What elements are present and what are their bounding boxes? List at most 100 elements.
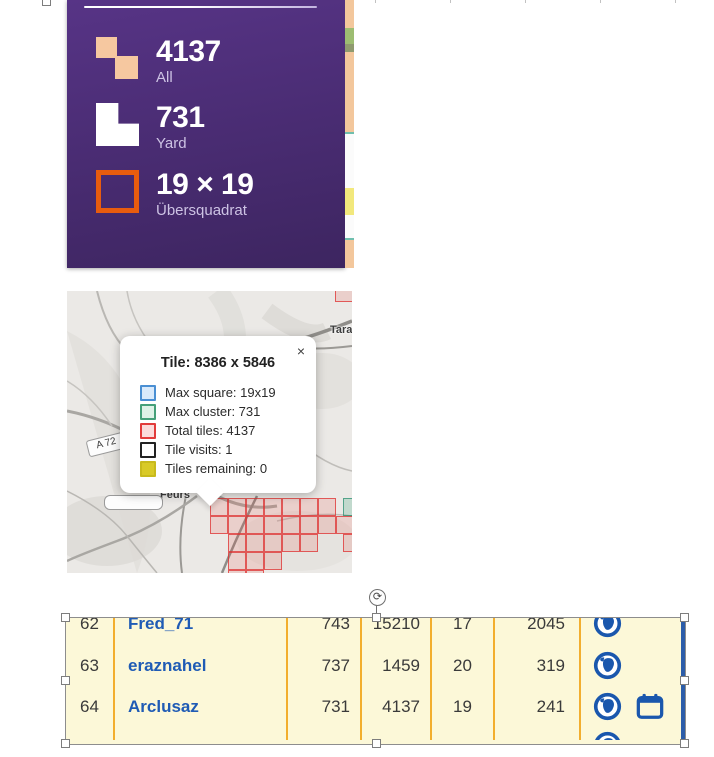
map-tile	[300, 516, 318, 534]
legend-item-max-square: Max square: 19x19	[140, 383, 316, 402]
stat-all-value: 4137	[156, 35, 221, 68]
map-tile	[264, 516, 282, 534]
map-tile	[228, 498, 246, 516]
value-cell: 743	[288, 618, 362, 645]
ruler-tick	[525, 0, 526, 3]
map-tile	[282, 498, 300, 516]
map-sliver	[345, 0, 354, 268]
map-tile	[343, 534, 352, 552]
value-cell: 1459	[362, 645, 432, 686]
rank-cell: 64	[66, 686, 115, 727]
road-badge-blank	[104, 495, 163, 510]
value-cell: 20	[432, 645, 495, 686]
map-tile	[282, 534, 300, 552]
leaderboard-table[interactable]: 62 Fred_71 743 15210 17 2045	[65, 617, 686, 745]
map-tile	[318, 516, 336, 534]
stat-yard: 731 Yard	[96, 103, 205, 153]
map-tile	[318, 498, 336, 516]
town-label-tarare: Tarare	[330, 324, 352, 336]
stat-ubersquadrat: 19 × 19 Übersquadrat	[96, 168, 254, 220]
legend-item-tile-visits: Tile visits: 1	[140, 440, 316, 459]
legend-item-total-tiles: Total tiles: 4137	[140, 421, 316, 440]
legend-item-tiles-remaining: Tiles remaining: 0	[140, 459, 316, 478]
map-tile	[228, 570, 246, 573]
map-tile	[335, 291, 352, 302]
tile-visits-swatch	[140, 441, 156, 458]
value-cell: 737	[288, 645, 362, 686]
map-tile	[210, 498, 228, 516]
rank-cell: 63	[66, 645, 115, 686]
map-tile	[246, 516, 264, 534]
value-cell: 15210	[362, 618, 432, 645]
map-tile	[300, 498, 318, 516]
selection-handle-top-left[interactable]	[61, 613, 70, 622]
map-tile	[246, 552, 264, 570]
popup-legend: Max square: 19x19 Max cluster: 731 Total…	[140, 383, 316, 478]
legend-item-max-cluster: Max cluster: 731	[140, 402, 316, 421]
map-tile	[282, 516, 300, 534]
tiles-remaining-swatch	[140, 460, 156, 477]
map-tile	[210, 516, 228, 534]
value-cell: 319	[495, 645, 581, 686]
l-shape-icon	[96, 103, 139, 146]
max-square-swatch	[140, 384, 156, 401]
total-tiles-swatch	[140, 422, 156, 439]
selection-handle-top-middle[interactable]	[372, 613, 381, 622]
map-tile	[246, 534, 264, 552]
value-cell: 19	[432, 686, 495, 727]
stat-all: 4137 All	[96, 37, 221, 87]
map-tile	[264, 498, 282, 516]
square-outline-icon	[96, 170, 139, 213]
selection-handle-middle-right[interactable]	[680, 676, 689, 685]
selection-handle-top-right[interactable]	[680, 613, 689, 622]
player-link[interactable]: Arclusaz	[115, 686, 288, 727]
map-tile	[264, 552, 282, 570]
card-divider	[84, 6, 317, 8]
rank-cell: 62	[66, 618, 115, 645]
popup-title: Tile: 8386 x 5846	[160, 355, 276, 371]
map-tile-cluster	[343, 498, 352, 516]
rotate-icon[interactable]: ⟳	[369, 589, 386, 606]
player-link[interactable]: eraznahel	[115, 645, 288, 686]
value-cell: 4137	[362, 686, 432, 727]
globe-icon[interactable]	[593, 731, 622, 740]
selection-handle-bottom-middle[interactable]	[372, 739, 381, 748]
close-icon[interactable]: ×	[296, 343, 305, 359]
globe-icon[interactable]	[593, 618, 622, 638]
map-tile	[336, 516, 352, 534]
table-row: 64 Arclusaz 731 4137 19 241	[66, 686, 681, 729]
value-cell: 731	[288, 686, 362, 727]
ruler-tick	[450, 0, 451, 3]
map-tile	[246, 498, 264, 516]
value-cell: 241	[495, 686, 581, 727]
two-squares-icon	[96, 37, 139, 80]
selection-handle-top[interactable]	[42, 0, 51, 6]
selection-handle-bottom-right[interactable]	[680, 739, 689, 748]
ruler-tick	[600, 0, 601, 3]
stat-ubersquadrat-value: 19 × 19	[156, 168, 254, 201]
map-tile	[228, 552, 246, 570]
max-cluster-swatch	[140, 403, 156, 420]
stat-yard-value: 731	[156, 101, 205, 134]
table-row-partial	[66, 727, 681, 740]
stat-ubersquadrat-label: Übersquadrat	[156, 202, 247, 219]
globe-icon[interactable]	[593, 692, 622, 721]
map-view[interactable]: Tarare Feurs A 72 × Tile: 8386 x 5846 Ma…	[67, 291, 352, 573]
value-cell: 2045	[495, 618, 581, 645]
map-tile	[300, 534, 318, 552]
table-row: 62 Fred_71 743 15210 17 2045	[66, 618, 681, 645]
selection-handle-bottom-left[interactable]	[61, 739, 70, 748]
selection-handle-middle-left[interactable]	[61, 676, 70, 685]
map-tile	[264, 534, 282, 552]
ruler-tick	[675, 0, 676, 3]
stats-card: 4137 All 731 Yard 19 × 19 Übersquadrat	[67, 0, 345, 268]
map-tile	[228, 516, 246, 534]
calendar-icon[interactable]	[635, 693, 665, 721]
stat-yard-label: Yard	[156, 135, 187, 152]
globe-icon[interactable]	[593, 651, 622, 680]
player-link[interactable]: Fred_71	[115, 618, 288, 645]
map-tile	[228, 534, 246, 552]
map-tile	[246, 570, 264, 573]
value-cell: 17	[432, 618, 495, 645]
